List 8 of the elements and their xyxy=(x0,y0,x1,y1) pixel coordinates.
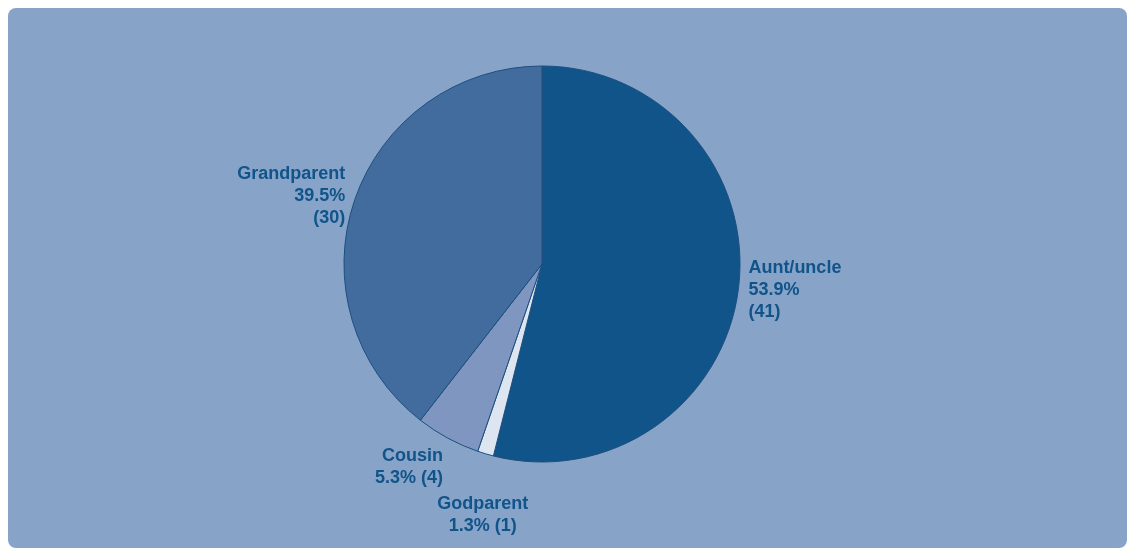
data-label: 1.3% (1) xyxy=(448,515,517,536)
data-label: 5.3% (4) xyxy=(374,466,443,487)
slice-label: Aunt/uncle xyxy=(748,256,842,277)
slice-label: Grandparent xyxy=(237,163,346,184)
slice-label: Cousin xyxy=(382,444,443,465)
data-label: 39.5% (30) xyxy=(294,185,346,228)
data-label: 53.9% (41) xyxy=(748,278,800,321)
slice-label: Godparent xyxy=(437,493,529,514)
